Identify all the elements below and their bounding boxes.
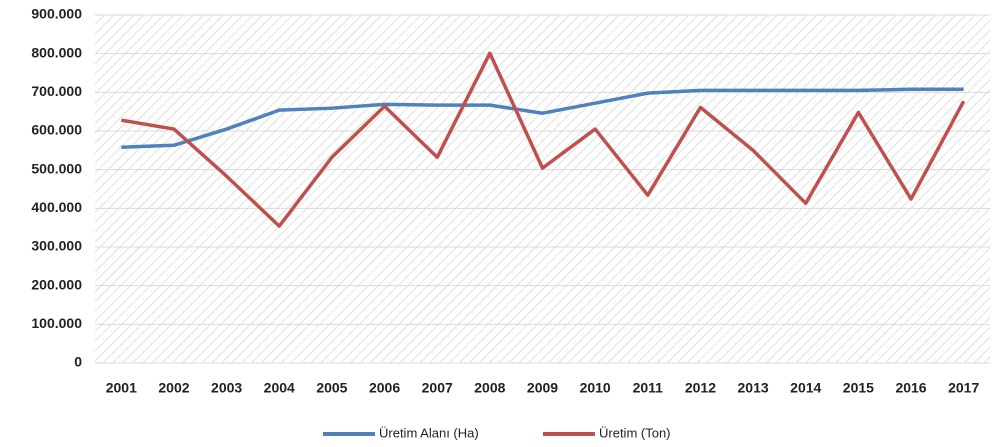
x-tick-label: 2013 xyxy=(738,380,769,396)
y-tick-label: 900.000 xyxy=(31,6,82,22)
y-tick-label: 400.000 xyxy=(31,199,82,215)
y-tick-label: 100.000 xyxy=(31,315,82,331)
x-tick-label: 2015 xyxy=(843,380,874,396)
series-line xyxy=(121,51,966,228)
x-tick-label: 2004 xyxy=(264,380,295,396)
x-tick-label: 2008 xyxy=(474,380,505,396)
y-tick-label: 600.000 xyxy=(31,122,82,138)
y-tick-label: 800.000 xyxy=(31,44,82,60)
x-tick-label: 2012 xyxy=(685,380,716,396)
y-tick-label: 300.000 xyxy=(31,238,82,254)
legend-label: Üretim (Ton) xyxy=(599,425,671,440)
x-tick-label: 2016 xyxy=(895,380,926,396)
x-tick-label: 2007 xyxy=(422,380,453,396)
y-tick-label: 500.000 xyxy=(31,160,82,176)
y-tick-label: 200.000 xyxy=(31,276,82,292)
x-tick-label: 2011 xyxy=(633,380,664,396)
x-tick-label: 2017 xyxy=(948,380,979,396)
y-tick-label: 700.000 xyxy=(31,83,82,99)
y-tick-label: 0 xyxy=(74,354,82,370)
x-tick-label: 2002 xyxy=(158,380,189,396)
x-tick-label: 2005 xyxy=(316,380,347,396)
x-tick-label: 2014 xyxy=(790,380,821,396)
legend-label: Üretim Alanı (Ha) xyxy=(379,425,479,440)
series-line xyxy=(121,87,964,149)
x-tick-label: 2010 xyxy=(580,380,611,396)
x-tick-label: 2009 xyxy=(527,380,558,396)
x-tick-label: 2001 xyxy=(106,380,137,396)
x-tick-label: 2006 xyxy=(369,380,400,396)
plot-area xyxy=(95,15,990,363)
x-tick-label: 2003 xyxy=(211,380,242,396)
